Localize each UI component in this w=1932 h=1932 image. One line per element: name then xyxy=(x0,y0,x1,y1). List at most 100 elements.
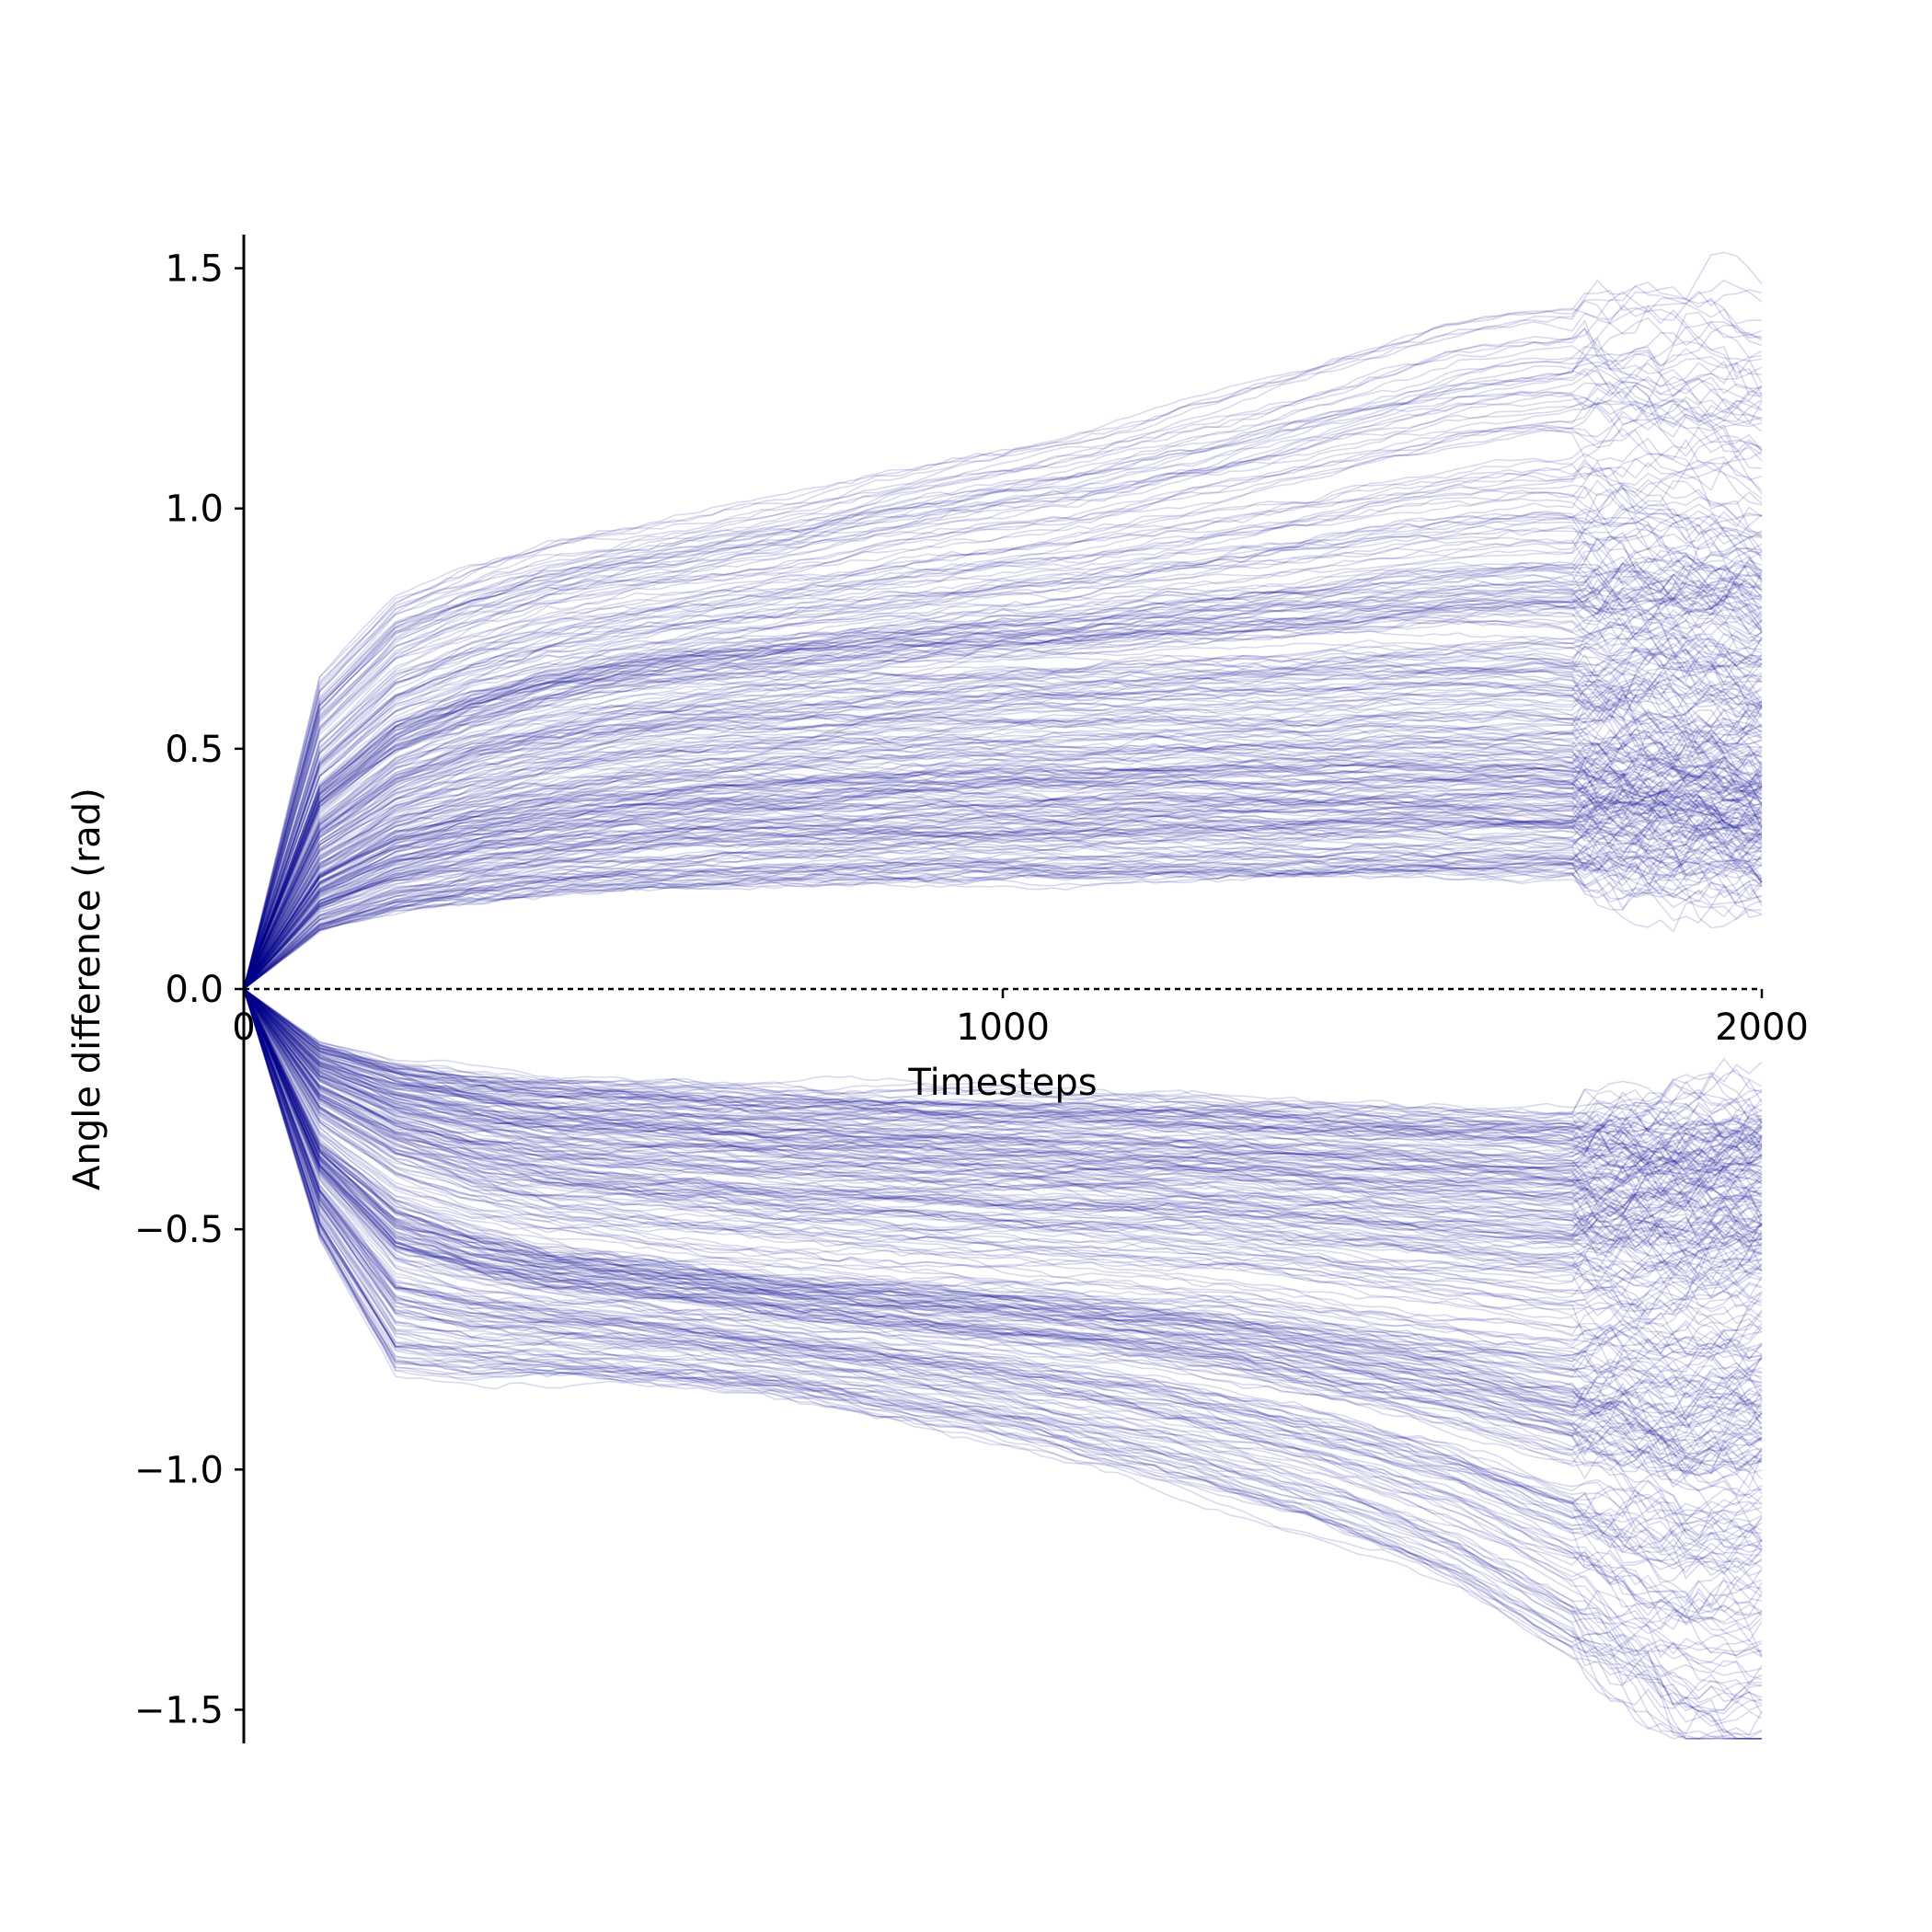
trajectory-line xyxy=(243,729,1763,990)
trajectory-line xyxy=(243,834,1763,990)
trajectory-line xyxy=(243,774,1763,990)
trajectory-line xyxy=(243,988,1763,1467)
trajectory-line xyxy=(243,988,1763,1164)
trajectory-line xyxy=(243,988,1763,1359)
trajectory-line xyxy=(243,779,1763,990)
trajectory-line xyxy=(243,988,1763,1248)
trajectory-line xyxy=(243,988,1763,1201)
trajectory-line xyxy=(243,988,1763,1614)
trajectory-line xyxy=(243,988,1763,1272)
trajectory-line xyxy=(243,479,1763,990)
trajectory-line xyxy=(243,773,1763,990)
trajectory-line xyxy=(243,988,1763,1440)
trajectory-line xyxy=(243,694,1763,990)
trajectory-line xyxy=(243,988,1763,1309)
x-axis-ticks: 0 1000 2000 xyxy=(232,989,1809,1049)
trajectory-line xyxy=(243,437,1763,990)
trajectory-line xyxy=(243,988,1763,1147)
trajectory-line xyxy=(243,563,1763,990)
trajectory-line xyxy=(243,988,1763,1420)
trajectory-line xyxy=(243,696,1763,990)
trajectory-line xyxy=(243,543,1763,990)
trajectory-line xyxy=(243,988,1763,1512)
trajectory-line xyxy=(243,303,1763,990)
trajectory-line xyxy=(243,772,1763,990)
trajectory-line xyxy=(243,571,1763,990)
trajectory-line xyxy=(243,988,1763,1150)
y-tick-label: −1.5 xyxy=(134,1689,224,1731)
trajectory-line xyxy=(243,988,1763,1223)
trajectory-line xyxy=(243,399,1763,990)
trajectory-line xyxy=(243,634,1763,990)
trajectory-line xyxy=(243,632,1763,990)
trajectory-line xyxy=(243,988,1763,1356)
trajectory-line xyxy=(243,683,1763,990)
trajectory-line xyxy=(243,687,1763,990)
trajectory-line xyxy=(243,357,1763,990)
trajectory-line xyxy=(243,988,1763,1704)
trajectory-line xyxy=(243,988,1763,1244)
trajectory-line xyxy=(243,368,1763,990)
trajectory-line xyxy=(243,792,1763,990)
trajectory-line xyxy=(243,753,1763,990)
trajectory-line xyxy=(243,988,1763,1553)
trajectory-line xyxy=(243,988,1763,1262)
trajectory-line xyxy=(243,759,1763,990)
trajectory-line xyxy=(243,772,1763,990)
trajectory-line xyxy=(243,590,1763,990)
trajectory-line xyxy=(243,988,1763,1424)
trajectory-line xyxy=(243,988,1763,1488)
trajectory-line xyxy=(243,285,1763,990)
trajectory-line xyxy=(243,676,1763,990)
trajectory-line xyxy=(243,988,1762,1740)
trajectory-line xyxy=(243,688,1763,990)
trajectory-line xyxy=(243,772,1763,990)
trajectory-line xyxy=(243,988,1763,1129)
trajectory-line xyxy=(243,784,1763,990)
trajectory-line xyxy=(243,788,1763,990)
trajectory-line xyxy=(243,988,1763,1410)
trajectory-line xyxy=(243,755,1763,990)
trajectory-line xyxy=(243,988,1763,1317)
trajectory-line xyxy=(243,988,1763,1173)
trajectory-line xyxy=(243,593,1763,990)
trajectory-line xyxy=(243,988,1763,1570)
trajectory-line xyxy=(243,710,1763,990)
trajectory-line xyxy=(243,988,1763,1151)
trajectory-line xyxy=(243,988,1763,1258)
trajectory-line xyxy=(243,401,1763,990)
trajectory-line xyxy=(243,605,1763,990)
trajectory-line xyxy=(243,988,1763,1495)
trajectory-line xyxy=(243,988,1763,1437)
trajectory-line xyxy=(243,326,1763,990)
trajectory-line xyxy=(243,740,1763,990)
trajectory-lines xyxy=(243,251,1763,1740)
trajectory-line xyxy=(243,988,1763,1400)
trajectory-line xyxy=(243,397,1763,990)
trajectory-line xyxy=(243,638,1763,990)
trajectory-line xyxy=(243,988,1763,1187)
trajectory-line xyxy=(243,673,1763,990)
trajectory-line xyxy=(243,584,1763,990)
trajectory-line xyxy=(243,988,1763,1274)
trajectory-line xyxy=(243,559,1763,990)
trajectory-line xyxy=(243,855,1763,990)
trajectory-line xyxy=(243,572,1763,990)
trajectory-line xyxy=(243,561,1763,990)
trajectory-line xyxy=(243,573,1763,990)
trajectory-line xyxy=(243,988,1763,1333)
x-tick-label: 1000 xyxy=(956,1006,1050,1049)
trajectory-line xyxy=(243,311,1763,990)
trajectory-line xyxy=(243,988,1763,1308)
trajectory-line xyxy=(243,536,1763,990)
trajectory-line xyxy=(243,347,1763,990)
trajectory-line xyxy=(243,776,1763,990)
trajectory-line xyxy=(243,988,1763,1257)
trajectory-line xyxy=(243,988,1763,1391)
trajectory-line xyxy=(243,988,1763,1626)
trajectory-line xyxy=(243,988,1763,1657)
trajectory-line xyxy=(243,988,1763,1436)
trajectory-line xyxy=(243,988,1763,1551)
trajectory-line xyxy=(243,667,1763,990)
trajectory-line xyxy=(243,528,1763,990)
